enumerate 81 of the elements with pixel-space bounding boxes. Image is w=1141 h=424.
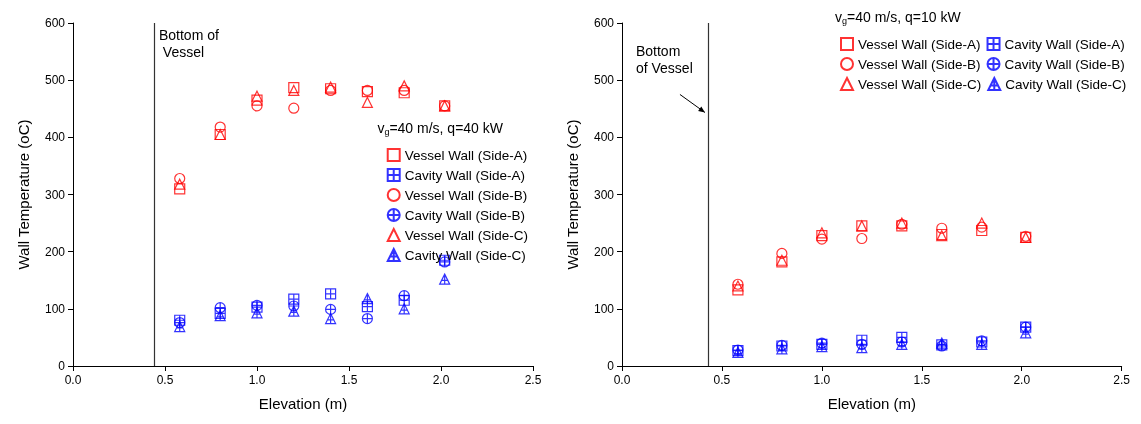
x-tick-label: 1.0 xyxy=(248,373,266,387)
x-tick-label: 2.5 xyxy=(524,373,542,387)
point xyxy=(361,96,373,109)
point xyxy=(288,293,300,305)
x-tick-label: 0.0 xyxy=(64,373,82,387)
y-tick-label: 100 xyxy=(593,301,615,316)
legend-label: Cavity Wall (Side-B) xyxy=(1004,56,1125,72)
point xyxy=(251,100,263,112)
point xyxy=(251,94,263,106)
point xyxy=(174,320,186,333)
point xyxy=(361,300,373,313)
legend-label: Cavity Wall (Side-C) xyxy=(1005,76,1127,92)
y-tick-label: 400 xyxy=(593,130,615,145)
y-tick-label: 500 xyxy=(44,73,66,88)
x-tick-label: 0.0 xyxy=(613,373,631,387)
point xyxy=(856,334,868,346)
legend-label: Vessel Wall (Side-B) xyxy=(858,56,981,72)
point xyxy=(976,224,988,237)
y-tick-label: 200 xyxy=(44,244,66,259)
legend-label: Cavity Wall (Side-C) xyxy=(404,247,526,263)
point xyxy=(776,343,788,355)
legend-label: Cavity Wall (Side-A) xyxy=(404,167,525,183)
ref-line-label: Bottom of Vessel xyxy=(158,26,219,60)
point xyxy=(251,90,263,102)
y-tick-label: 100 xyxy=(44,301,66,316)
point xyxy=(288,305,300,317)
x-tick-label: 0.5 xyxy=(713,373,731,387)
point xyxy=(214,121,226,133)
point xyxy=(936,222,948,234)
point xyxy=(251,307,263,319)
legend-label: Vessel Wall (Side-A) xyxy=(858,36,981,52)
point xyxy=(976,217,988,229)
point xyxy=(288,300,300,312)
x-tick-label: 0.5 xyxy=(156,373,174,387)
point xyxy=(398,294,410,306)
y-tick-label: 500 xyxy=(593,73,615,88)
legend-label: Vessel Wall (Side-B) xyxy=(404,187,528,203)
point xyxy=(856,338,868,350)
point xyxy=(398,303,410,315)
y-tick-label: 200 xyxy=(593,244,615,259)
x-tick-label: 1.5 xyxy=(340,373,358,387)
point xyxy=(856,342,868,354)
point xyxy=(776,247,788,259)
legend-label: Cavity Wall (Side-A) xyxy=(1004,36,1125,52)
point xyxy=(288,102,300,114)
point xyxy=(174,172,186,185)
legend-label: Cavity Wall (Side-B) xyxy=(404,207,525,223)
point xyxy=(439,273,451,285)
y-axis-title: Wall Temperature (oC) xyxy=(15,119,32,270)
point xyxy=(398,80,410,92)
x-tick-label: 1.5 xyxy=(913,373,931,387)
point xyxy=(174,183,186,195)
legend-label: Vessel Wall (Side-C) xyxy=(858,76,982,92)
x-tick-label: 2.5 xyxy=(1113,373,1131,387)
y-axis-title: Wall Temperature (oC) xyxy=(564,119,581,270)
x-tick-label: 1.0 xyxy=(813,373,831,387)
legend-label: Vessel Wall (Side-C) xyxy=(404,227,528,243)
x-axis-title: Elevation (m) xyxy=(258,395,348,412)
point xyxy=(856,232,868,245)
point xyxy=(976,221,988,233)
legend-label: Vessel Wall (Side-A) xyxy=(404,147,528,163)
y-tick-label: 0 xyxy=(607,359,615,373)
y-tick-label: 600 xyxy=(593,16,615,30)
y-tick-label: 300 xyxy=(593,187,615,202)
y-tick-label: 600 xyxy=(44,16,66,30)
x-axis-title: Elevation (m) xyxy=(827,395,917,412)
x-tick-label: 2.0 xyxy=(432,373,450,387)
point xyxy=(174,178,186,190)
y-tick-label: 300 xyxy=(44,187,66,202)
point xyxy=(398,290,410,302)
y-tick-label: 0 xyxy=(58,359,66,373)
point xyxy=(325,303,337,315)
x-tick-label: 2.0 xyxy=(1013,373,1031,387)
point xyxy=(1020,327,1032,339)
point xyxy=(361,312,373,325)
point xyxy=(732,284,744,296)
point xyxy=(361,292,373,305)
point xyxy=(325,312,337,325)
point xyxy=(325,288,337,300)
y-tick-label: 400 xyxy=(44,130,66,145)
annotation: Bottom of Vessel xyxy=(635,43,693,77)
